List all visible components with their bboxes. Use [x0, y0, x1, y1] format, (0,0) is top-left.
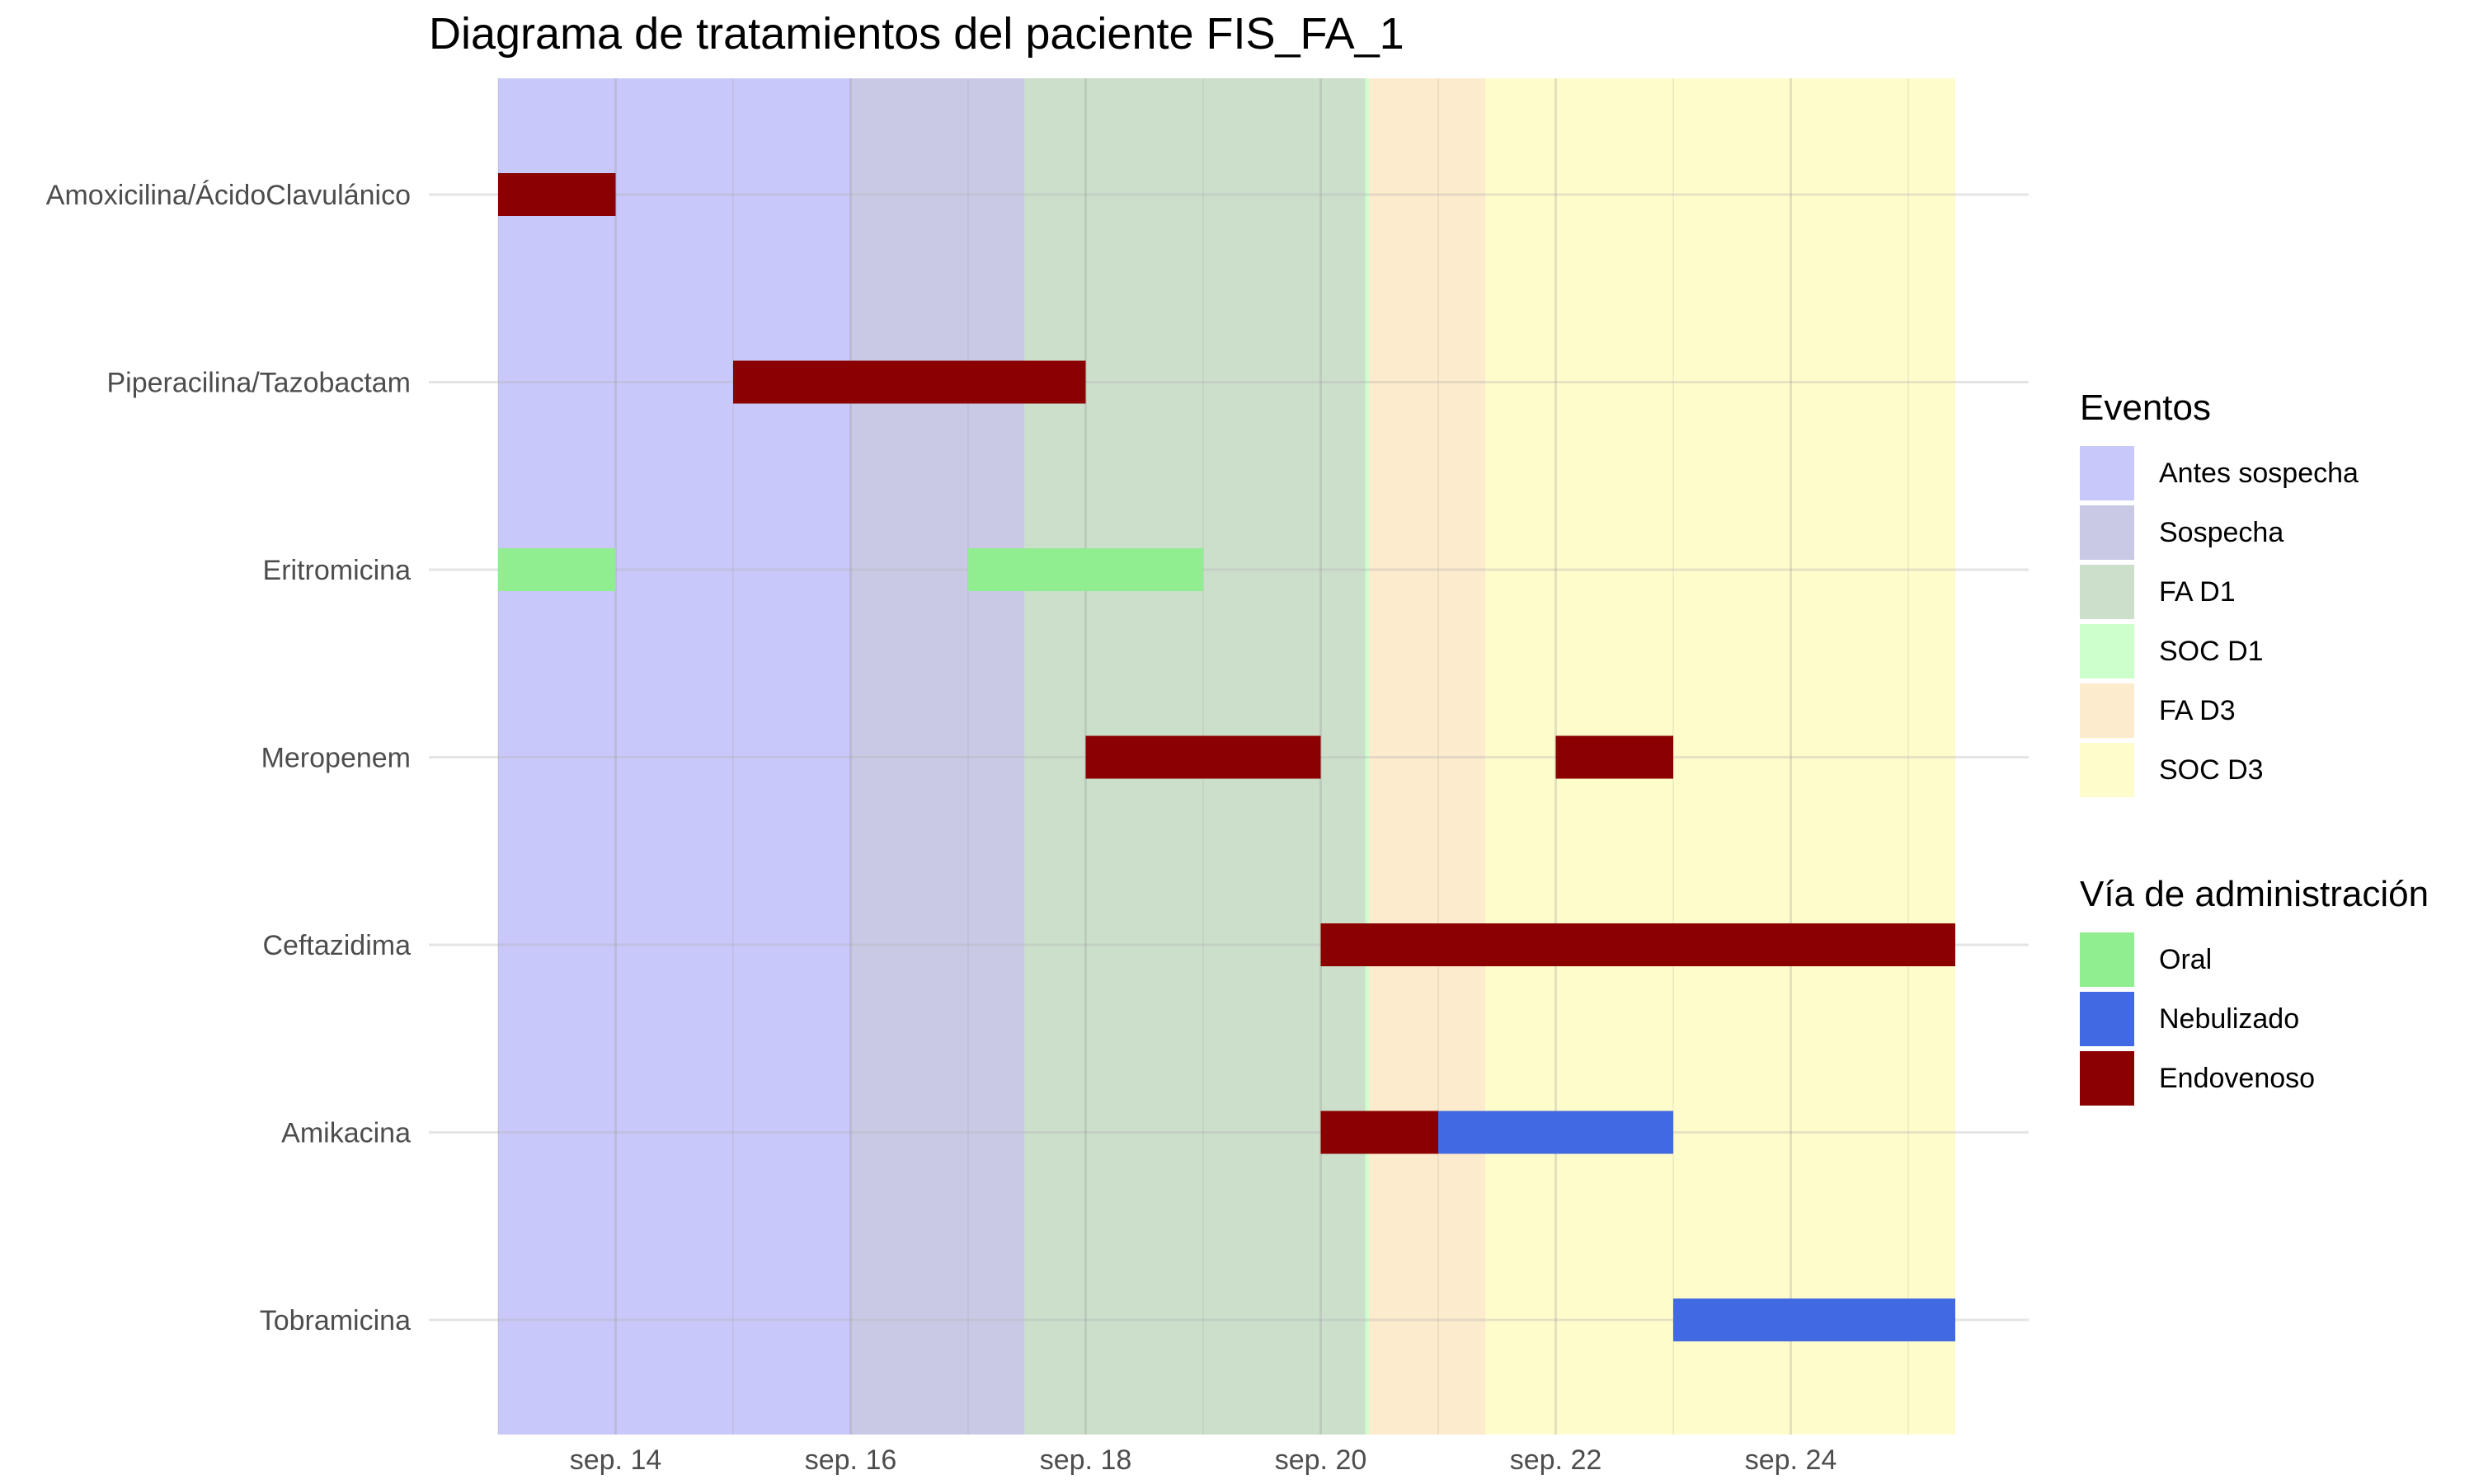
legend-label: FA D1 [2159, 575, 2236, 608]
legend-swatch [2080, 624, 2134, 679]
legend-item-event-fa-d1: FA D1 [2080, 562, 2467, 622]
x-axis-tick-label: sep. 24 [1745, 1444, 1837, 1476]
y-axis-label: Meropenem [261, 743, 411, 774]
legend-item-route-oral: Oral [2080, 930, 2467, 989]
treatment-bar-nebulizado [1438, 1111, 1673, 1154]
legend-swatch [2080, 743, 2134, 797]
legend-routes: Vía de administración Oral Nebulizado Endo… [2080, 874, 2467, 1108]
treatment-bar-endovenoso [498, 173, 616, 216]
legend-label: SOC D3 [2159, 754, 2264, 786]
legend-item-event-soc-d1: SOC D1 [2080, 622, 2467, 681]
treatment-bar-oral [968, 548, 1203, 591]
legend-label: SOC D1 [2159, 635, 2264, 667]
y-axis-label: Amikacina [281, 1118, 411, 1149]
event-band-soc-d1 [1365, 78, 1369, 1435]
legend-item-event-fa-d3: FA D3 [2080, 681, 2467, 740]
y-axis-labels: Amoxicilina/ÁcidoClavulánico Piperacilina… [46, 180, 411, 1336]
legend-label: Antes sospecha [2159, 457, 2359, 489]
legend-item-event-sospecha: Sospecha [2080, 503, 2467, 562]
legend-routes-title: Vía de administración [2080, 874, 2429, 914]
x-axis-tick-label: sep. 18 [1040, 1444, 1132, 1476]
treatment-bar-oral [498, 548, 616, 591]
treatment-bar-endovenoso [1320, 923, 1955, 966]
treatment-bar-nebulizado [1673, 1298, 1955, 1341]
y-axis-label: Piperacilina/Tazobactam [106, 368, 411, 399]
legend-label: Endovenoso [2159, 1062, 2316, 1094]
treatment-bar-endovenoso [1555, 735, 1673, 779]
treatment-bar-endovenoso [1085, 735, 1321, 779]
event-band-fa-d3 [1368, 78, 1485, 1435]
chart-title: Diagrama de tratamientos del paciente FI… [429, 9, 1404, 59]
event-band-antes-sospecha [498, 78, 851, 1435]
legend-events-title: Eventos [2080, 387, 2211, 428]
treatment-bar-endovenoso [1320, 1111, 1438, 1154]
legend-label: Sospecha [2159, 516, 2284, 548]
legend-item-event-soc-d3: SOC D3 [2080, 740, 2467, 800]
y-axis-label: Eritromicina [263, 555, 412, 586]
x-axis-tick-label: sep. 22 [1510, 1444, 1602, 1476]
y-axis-label: Amoxicilina/ÁcidoClavulánico [46, 180, 411, 211]
x-axis-tick-label: sep. 14 [570, 1444, 662, 1476]
legend-item-event-antes-sospecha: Antes sospecha [2080, 444, 2467, 503]
legend-swatch [2080, 683, 2134, 738]
treatment-bar-endovenoso [733, 360, 1086, 404]
legend-item-route-endovenoso: Endovenoso [2080, 1049, 2467, 1108]
legend-swatch [2080, 446, 2134, 500]
legend-label: Nebulizado [2159, 1003, 2300, 1035]
legend-swatch [2080, 1051, 2134, 1106]
event-band-sospecha [850, 78, 1025, 1435]
y-axis-label: Ceftazidima [262, 930, 411, 961]
legend-swatch [2080, 565, 2134, 619]
treatment-bars [498, 173, 1955, 1341]
legend-label: FA D3 [2159, 694, 2236, 726]
x-axis-labels: sep. 14 sep. 16 sep. 18 sep. 20 sep. 22 sep. … [570, 1444, 1837, 1476]
legend-label: Oral [2159, 943, 2213, 975]
legend-swatch [2080, 505, 2134, 560]
x-axis-tick-label: sep. 16 [805, 1444, 897, 1476]
legend-swatch [2080, 992, 2134, 1046]
event-bands [498, 78, 1955, 1435]
legend-events: Eventos Antes sospecha Sospecha FA D1 SOC D… [2080, 387, 2467, 800]
legend-swatch [2080, 932, 2134, 987]
y-axis-label: Tobramicina [260, 1305, 411, 1336]
x-axis-tick-label: sep. 20 [1275, 1444, 1367, 1476]
legend-item-route-nebulizado: Nebulizado [2080, 989, 2467, 1049]
